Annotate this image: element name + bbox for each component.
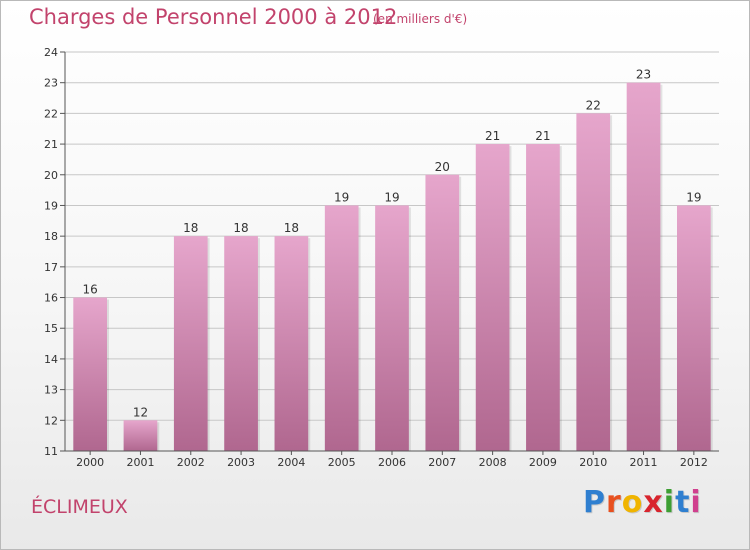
x-tick-label: 2006	[378, 456, 406, 469]
data-label: 18	[284, 221, 299, 235]
x-tick-label: 2011	[630, 456, 658, 469]
y-tick-label: 18	[44, 230, 58, 243]
logo-letter: t	[675, 485, 691, 520]
y-tick-label: 16	[44, 292, 58, 305]
y-tick-label: 11	[44, 445, 58, 458]
bar	[425, 174, 460, 451]
x-tick-label: 2010	[579, 456, 607, 469]
y-tick-label: 24	[44, 46, 58, 59]
axis-layer: 11 12 13 14 15 16 17 18 19 20 21 22 23 24 2000 2001 2002…	[44, 46, 719, 469]
data-label: 20	[435, 160, 450, 174]
x-tick-label: 2007	[428, 456, 456, 469]
logo-letter: P	[583, 485, 606, 520]
bar	[73, 297, 108, 451]
y-tick-label: 23	[44, 77, 58, 90]
data-label: 21	[535, 129, 550, 143]
bar-layer: 16 12 18 18 18 19 19 20 21 21 22 23 19	[73, 68, 713, 452]
data-label: 22	[586, 98, 601, 112]
chart-title: Charges de Personnel 2000 à 2012	[29, 5, 398, 29]
data-label: 19	[686, 190, 701, 204]
y-tick-label: 21	[44, 138, 58, 151]
proxiti-logo: Proxiti	[583, 485, 702, 520]
data-label: 18	[183, 221, 198, 235]
logo-letter: x	[643, 485, 664, 520]
x-tick-label: 2003	[227, 456, 255, 469]
data-label: 16	[83, 283, 98, 297]
data-label: 19	[334, 190, 349, 204]
commune-name: ÉCLIMEUX	[31, 496, 128, 518]
logo-letter: o	[621, 485, 644, 520]
data-label: 12	[133, 405, 148, 419]
bar	[274, 236, 309, 451]
x-tick-label: 2001	[126, 456, 154, 469]
y-tick-label: 19	[44, 199, 58, 212]
y-tick-label: 20	[44, 169, 58, 182]
y-tick-label: 22	[44, 107, 58, 120]
y-tick-label: 17	[44, 261, 58, 274]
x-tick-label: 2004	[277, 456, 305, 469]
logo-letter: i	[663, 485, 676, 520]
y-tick-label: 12	[44, 414, 58, 427]
data-label: 23	[636, 68, 651, 82]
x-tick-label: 2000	[76, 456, 104, 469]
data-label: 19	[384, 190, 399, 204]
bar	[526, 144, 560, 452]
x-tick-label: 2012	[680, 456, 708, 469]
bar	[475, 144, 510, 452]
bar	[676, 205, 711, 451]
bar	[123, 420, 158, 451]
bar	[224, 236, 258, 451]
bar	[324, 205, 359, 451]
x-tick-label: 2002	[177, 456, 205, 469]
data-label: 18	[233, 221, 248, 235]
logo-letter: i	[690, 485, 702, 520]
bar	[375, 205, 409, 451]
bar	[173, 236, 208, 451]
x-tick-label: 2005	[328, 456, 356, 469]
data-label: 21	[485, 129, 500, 143]
x-tick-label: 2008	[479, 456, 507, 469]
y-tick-label: 15	[44, 322, 58, 335]
x-tick-label: 2009	[529, 456, 557, 469]
bar	[576, 113, 611, 451]
chart-subtitle: (en milliers d'€)	[373, 12, 468, 26]
y-tick-label: 13	[44, 384, 58, 397]
bar	[626, 82, 661, 451]
y-tick-label: 14	[44, 353, 58, 366]
logo-letter: r	[606, 485, 622, 520]
